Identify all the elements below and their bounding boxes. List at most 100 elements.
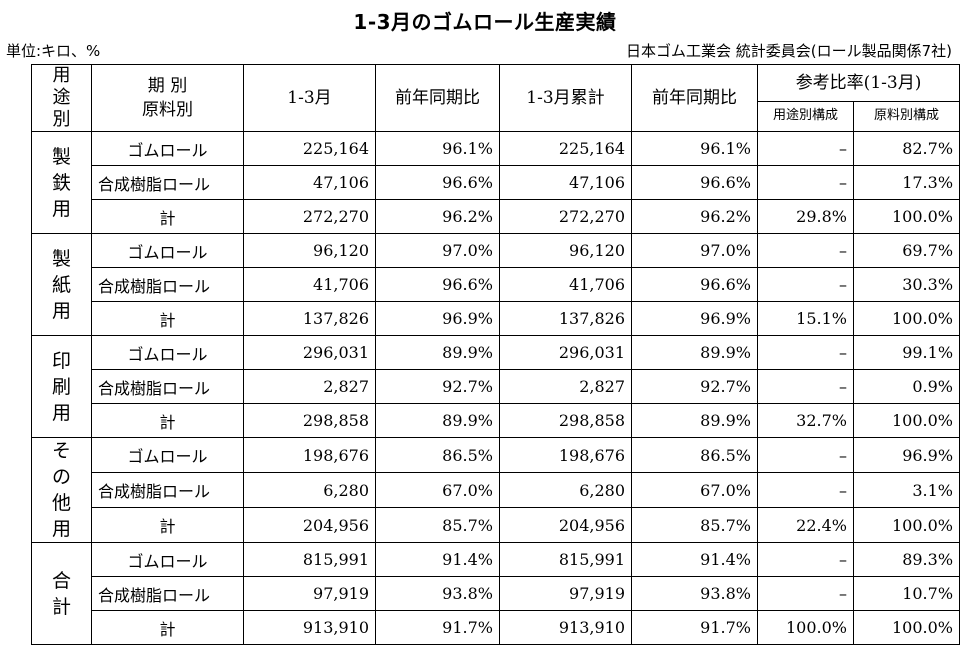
table-row: 合成樹脂ロール 47,106 96.6% 47,106 96.6% –17.3% <box>32 165 961 200</box>
col-1-3-header: 1-3月 <box>243 64 376 132</box>
cumulative-cell: 6,280 <box>499 472 632 508</box>
yoy-cell: 96.1% <box>375 131 500 166</box>
material-ratio-cell: 100.0% <box>852 199 961 234</box>
yoy-cumulative-cell: 89.9% <box>631 403 758 438</box>
material-ratio-cell: 99.1% <box>852 335 961 370</box>
material-ratio-cell: 100.0% <box>852 403 961 438</box>
table-row: 合計ゴムロール 815,991 91.4% 815,991 91.4% –89.3% <box>31 542 961 645</box>
material-ratio-cell: 0.9% <box>852 369 961 404</box>
use-ratio-cell: – <box>757 131 854 166</box>
cumulative-cell: 815,991 <box>499 542 632 577</box>
use-ratio-cell: – <box>757 576 854 611</box>
material-cell: 合成樹脂ロール <box>91 472 244 508</box>
material-cell: 計 <box>91 507 244 543</box>
col-cum-header: 1-3月累計 <box>499 64 632 132</box>
yoy-cumulative-cell: 67.0% <box>631 472 758 508</box>
use-ratio-cell: – <box>757 472 854 508</box>
value-1-3-cell: 97,919 <box>243 576 376 611</box>
value-1-3-cell: 225,164 <box>243 131 376 166</box>
yoy-cell: 97.0% <box>375 233 500 268</box>
yoy-cell: 96.6% <box>375 165 500 200</box>
yoy-cell: 91.4% <box>375 542 500 577</box>
material-ratio-cell: 3.1% <box>852 472 961 508</box>
yoy-cumulative-cell: 96.1% <box>631 131 758 166</box>
ref-ratio-header: 参考比率(1-3月) <box>756 64 961 102</box>
cumulative-cell: 137,826 <box>499 301 632 336</box>
cumulative-cell: 97,919 <box>499 576 632 611</box>
yoy-cell: 92.7% <box>375 369 500 404</box>
cumulative-cell: 296,031 <box>499 335 632 370</box>
table-row: 製鉄用ゴムロール 225,164 96.1% 225,164 96.1% –82.7% <box>31 131 961 234</box>
yoy-cell: 96.9% <box>375 301 500 336</box>
table-row: 製紙用ゴムロール 96,120 97.0% 96,120 97.0% –69.7% <box>31 233 961 336</box>
use-ratio-cell: 22.4% <box>757 507 854 543</box>
col-yoy-header: 前年同期比 <box>375 64 500 132</box>
yoy-cumulative-cell: 89.9% <box>631 335 758 370</box>
yoy-cell: 85.7% <box>375 507 500 543</box>
cumulative-cell: 41,706 <box>499 267 632 302</box>
yoy-cumulative-cell: 96.6% <box>631 165 758 200</box>
cumulative-cell: 2,827 <box>499 369 632 404</box>
yoy-cell: 67.0% <box>375 472 500 508</box>
material-cell: 計 <box>91 199 244 234</box>
cumulative-cell: 272,270 <box>499 199 632 234</box>
material-cell: ゴムロール <box>91 233 244 268</box>
material-ratio-cell: 100.0% <box>852 507 961 543</box>
cumulative-cell: 225,164 <box>499 131 632 166</box>
value-1-3-cell: 296,031 <box>243 335 376 370</box>
material-cell: 合成樹脂ロール <box>91 369 244 404</box>
material-cell: 合成樹脂ロール <box>91 165 244 200</box>
use-ratio-cell: 32.7% <box>757 403 854 438</box>
material-cell: 合成樹脂ロール <box>91 576 244 611</box>
material-cell: ゴムロール <box>91 542 244 577</box>
use-ratio-cell: – <box>757 437 854 473</box>
material-ratio-cell: 30.3% <box>852 267 961 302</box>
yoy-cell: 89.9% <box>375 335 500 370</box>
cumulative-cell: 204,956 <box>499 507 632 543</box>
yoy-cumulative-cell: 91.4% <box>631 542 758 577</box>
table-row: 計 137,826 96.9% 137,826 96.9% 15.1% 100.0% <box>32 301 961 336</box>
yoy-cumulative-cell: 86.5% <box>631 437 758 473</box>
table-row: 計 204,956 85.7% 204,956 85.7% 22.4% 100.0% <box>32 507 961 543</box>
yoy-cell: 96.6% <box>375 267 500 302</box>
cumulative-cell: 198,676 <box>499 437 632 473</box>
material-ratio-cell: 10.7% <box>852 576 961 611</box>
table-row: 計 272,270 96.2% 272,270 96.2% 29.8% 100.0% <box>32 199 961 234</box>
use-group-label: 印刷用 <box>31 335 92 438</box>
use-ratio-cell: 15.1% <box>757 301 854 336</box>
material-cell: 計 <box>91 610 244 645</box>
material-ratio-cell: 17.3% <box>852 165 961 200</box>
page-title: 1-3月のゴムロール生産実績 <box>353 10 617 34</box>
value-1-3-cell: 198,676 <box>243 437 376 473</box>
yoy-cumulative-cell: 93.8% <box>631 576 758 611</box>
material-ratio-cell: 96.9% <box>852 437 961 473</box>
value-1-3-cell: 137,826 <box>243 301 376 336</box>
table-row: その他用ゴムロール 198,676 86.5% 198,676 86.5% –96.9% <box>31 437 961 543</box>
use-header: 用途別 <box>31 64 92 132</box>
value-1-3-cell: 96,120 <box>243 233 376 268</box>
cumulative-cell: 298,858 <box>499 403 632 438</box>
cumulative-cell: 96,120 <box>499 233 632 268</box>
yoy-cumulative-cell: 85.7% <box>631 507 758 543</box>
col-yoy2-header: 前年同期比 <box>631 64 758 132</box>
use-ratio-cell: – <box>757 335 854 370</box>
table-row: 合成樹脂ロール 41,706 96.6% 41,706 96.6% –30.3% <box>32 267 961 302</box>
use-group-label: その他用 <box>31 437 92 543</box>
use-ratio-cell: – <box>757 267 854 302</box>
value-1-3-cell: 913,910 <box>243 610 376 645</box>
use-group-label: 合計 <box>31 542 92 645</box>
material-cell: 計 <box>91 403 244 438</box>
use-ratio-cell: 29.8% <box>757 199 854 234</box>
material-cell: ゴムロール <box>91 131 244 166</box>
use-ratio-cell: – <box>757 369 854 404</box>
yoy-cell: 86.5% <box>375 437 500 473</box>
material-ratio-cell: 100.0% <box>852 301 961 336</box>
period-material-header: 期 別原料別 <box>91 64 244 132</box>
value-1-3-cell: 2,827 <box>243 369 376 404</box>
material-ratio-cell: 82.7% <box>852 131 961 166</box>
cumulative-cell: 913,910 <box>499 610 632 645</box>
yoy-cumulative-cell: 92.7% <box>631 369 758 404</box>
ref-use-header: 用途別構成 <box>757 100 854 133</box>
yoy-cell: 89.9% <box>375 403 500 438</box>
use-ratio-cell: – <box>757 233 854 268</box>
